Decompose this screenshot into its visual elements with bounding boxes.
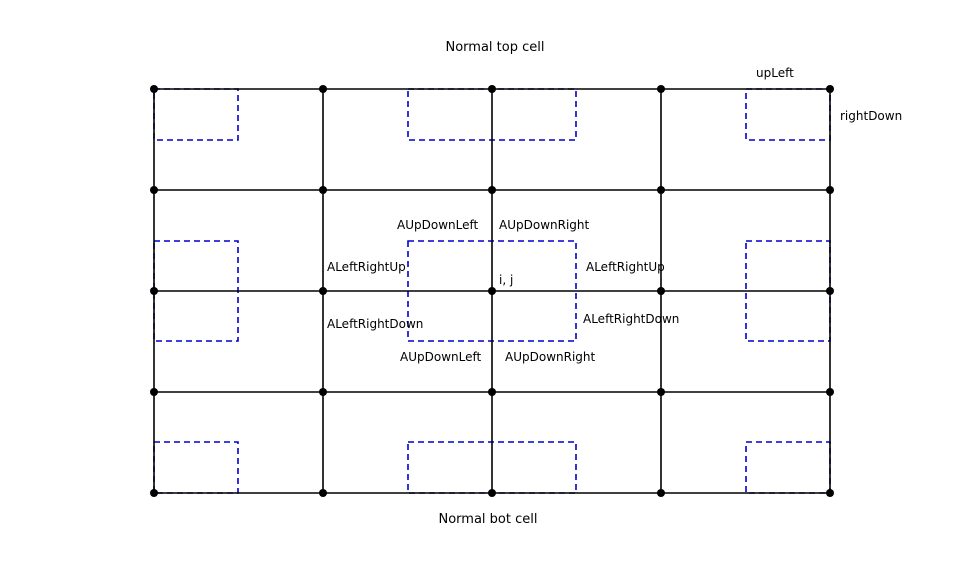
bottom-title: Normal bot cell (439, 512, 538, 527)
label-left-right-up-left: ALeftRightUp (327, 260, 406, 274)
label-up-left: upLeft (756, 66, 794, 80)
grid-node (826, 489, 834, 497)
dashed-box-bottom-right (745, 441, 831, 494)
grid-node (319, 186, 327, 194)
grid-node (488, 489, 496, 497)
grid-node (826, 287, 834, 295)
grid-node (150, 186, 158, 194)
label-up-down-left-top: AUpDownLeft (397, 218, 478, 232)
label-up-down-right-top: AUpDownRight (499, 218, 590, 232)
grid-node (657, 85, 665, 93)
grid-node (657, 489, 665, 497)
label-up-down-left-bottom: AUpDownLeft (400, 350, 481, 364)
grid-node-center (488, 287, 496, 295)
label-right-down: rightDown (840, 109, 902, 123)
label-left-right-down-right: ALeftRightDown (583, 312, 679, 326)
dashed-box-top-right (745, 88, 831, 141)
grid-node (150, 388, 158, 396)
grid-node (150, 489, 158, 497)
grid-node (150, 85, 158, 93)
label-up-down-right-bottom: AUpDownRight (505, 350, 596, 364)
grid-node (826, 186, 834, 194)
grid-node (150, 287, 158, 295)
grid-node (488, 85, 496, 93)
label-center-ij: i, j (499, 273, 513, 287)
grid-node (319, 287, 327, 295)
grid-node (826, 85, 834, 93)
grid-node (319, 489, 327, 497)
grid-node (657, 287, 665, 295)
top-title: Normal top cell (446, 40, 545, 55)
grid-node (657, 186, 665, 194)
label-left-right-down-left: ALeftRightDown (327, 317, 423, 331)
grid-node (319, 388, 327, 396)
dashed-box-bottom-left (153, 441, 239, 494)
grid-nodes (150, 85, 834, 497)
grid-node (319, 85, 327, 93)
dashed-box-top-left (153, 88, 239, 141)
grid-node (488, 186, 496, 194)
label-left-right-up-right: ALeftRightUp (586, 260, 665, 274)
grid-node (657, 388, 665, 396)
grid-node (826, 388, 834, 396)
grid-node (488, 388, 496, 396)
